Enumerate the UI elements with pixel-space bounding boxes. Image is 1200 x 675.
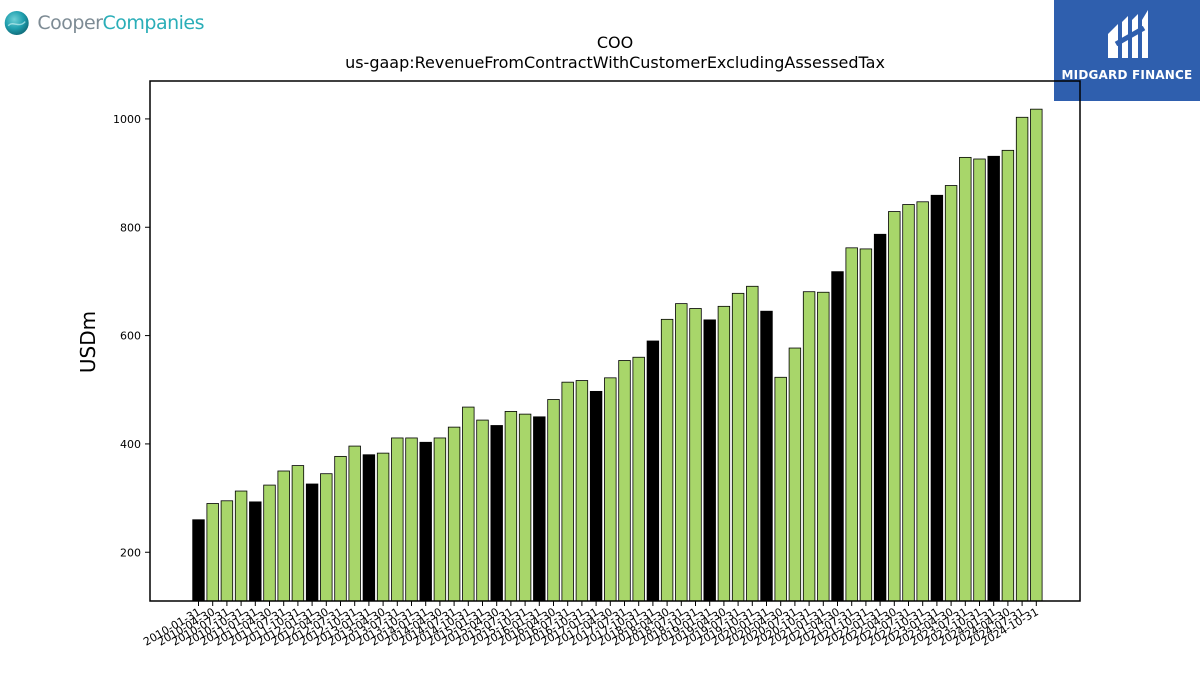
bar-2018-01-31 [646,340,660,602]
bar-2011-01-31 [249,501,262,602]
bar-2013-07-31 [391,437,404,602]
bar-2012-01-31 [305,483,319,602]
bar-2016-10-31 [575,380,589,602]
y-ticks-layer: 200 400 600 800 1000 [113,113,150,559]
bar-2021-04-30 [831,271,844,602]
y-tick-label: 800 [120,221,141,234]
bar-2018-04-30 [660,318,674,602]
bar-2017-07-31 [618,360,631,602]
bar-2014-04-30 [433,437,447,602]
bar-2022-07-31 [902,204,915,602]
cooper-companies-logo: Cooper Companies [4,4,204,42]
bar-2015-01-31 [476,419,489,602]
bar-2015-10-31 [518,413,532,602]
bar-2016-07-31 [561,381,574,602]
bar-2021-10-31 [859,248,873,602]
bar-2011-07-31 [277,470,290,602]
bar-2017-01-31 [589,390,603,602]
bar-2018-10-31 [689,308,702,602]
bar-2013-01-31 [362,454,376,602]
bar-2015-04-30 [490,425,503,602]
bar-2014-07-31 [447,426,461,602]
y-tick-label: 600 [120,330,141,343]
bar-2024-10-31 [1030,108,1043,602]
midgard-finance-text: MIDGARD FINANCE [1061,68,1193,82]
bar-2014-01-31 [419,441,432,602]
logo-word-companies: Companies [102,12,204,34]
bar-2023-07-31 [959,156,972,602]
bar-2024-04-30 [1001,149,1015,602]
bar-2017-04-30 [604,377,617,602]
y-tick-label: 1000 [113,113,141,126]
bar-2010-10-31 [234,490,248,602]
bar-2019-04-30 [717,305,731,602]
bar-2012-07-31 [334,455,347,602]
plot-frame [149,80,1081,602]
bar-2013-10-31 [405,437,418,602]
bar-2019-10-31 [746,285,759,602]
bar-2022-10-31 [916,201,929,602]
midgard-finance-logo: MIDGARD FINANCE [1054,0,1200,101]
bar-2017-10-31 [632,356,645,602]
y-tick-label: 400 [120,438,141,451]
logo-word-cooper: Cooper [37,12,103,34]
bar-2016-01-31 [533,416,546,602]
chart-subtitle: us-gaap:RevenueFromContractWithCustomerE… [345,53,885,72]
bar-2020-07-31 [788,347,802,602]
bar-2023-10-31 [973,158,986,602]
x-ticks-layer: 2010-01-312010-04-302010-07-312010-10-31… [141,601,1041,649]
bar-2023-01-31 [930,194,944,602]
y-axis-label: USDm [76,311,100,373]
bar-2014-10-31 [462,406,475,602]
bar-2024-07-31 [1015,116,1029,602]
bar-2021-07-31 [845,247,858,602]
y-tick-label: 200 [120,546,141,559]
bar-2024-01-31 [987,155,1000,602]
globe-icon [4,11,29,35]
midgard-emblem-icon [1108,10,1148,58]
bar-2023-04-30 [944,185,958,602]
bar-2020-04-30 [774,376,787,602]
bar-2015-07-31 [504,411,518,602]
bar-2012-04-30 [320,473,333,602]
bar-2018-07-31 [675,303,688,602]
bar-2011-04-30 [263,484,276,602]
bar-2022-04-30 [888,211,901,602]
bar-2013-04-30 [376,452,390,602]
bar-2016-04-30 [547,399,560,602]
bar-2019-07-31 [731,292,745,602]
bar-2010-04-30 [206,503,219,602]
bar-2012-10-31 [348,445,361,602]
bar-2011-10-31 [291,465,305,602]
bar-2010-01-31 [192,519,205,602]
bar-2022-01-31 [873,233,887,602]
bar-2020-10-31 [802,291,816,602]
bar-2021-01-31 [817,291,830,602]
bar-2010-07-31 [220,500,234,602]
bar-2019-01-31 [703,319,716,602]
chart-title: COO [597,33,633,52]
bars-layer [192,108,1043,602]
bar-2020-01-31 [760,310,773,602]
